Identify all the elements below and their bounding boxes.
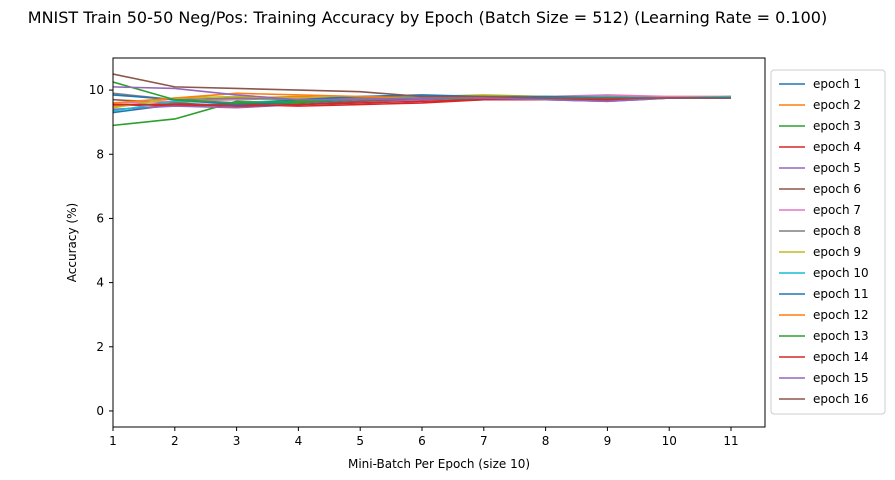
y-tick-label: 10 <box>89 83 104 97</box>
legend-entry-label: epoch 15 <box>813 371 869 385</box>
legend-entry-label: epoch 13 <box>813 329 869 343</box>
x-tick-label: 9 <box>604 434 612 448</box>
x-tick-label: 8 <box>542 434 550 448</box>
legend-entry-label: epoch 9 <box>813 245 861 259</box>
x-tick-label: 7 <box>480 434 488 448</box>
x-tick-label: 11 <box>723 434 738 448</box>
x-tick-label: 3 <box>233 434 241 448</box>
x-tick-label: 1 <box>109 434 117 448</box>
x-axis-label: Mini-Batch Per Epoch (size 10) <box>348 457 530 471</box>
x-tick-label: 4 <box>295 434 303 448</box>
y-tick-label: 6 <box>96 211 104 225</box>
legend-entry-label: epoch 14 <box>813 350 869 364</box>
legend-entry-label: epoch 8 <box>813 224 861 238</box>
plot-frame <box>112 57 766 428</box>
plot-lines <box>113 73 732 127</box>
legend-entry-label: epoch 12 <box>813 308 869 322</box>
legend: epoch 1 epoch 2 epoch 3 epoch 4 epoch 5 epoch… <box>770 69 886 415</box>
x-tick-label: 10 <box>662 434 677 448</box>
legend-entry-label: epoch 10 <box>813 266 869 280</box>
y-tick-label: 4 <box>96 276 104 290</box>
legend-entry-label: epoch 3 <box>813 119 861 133</box>
y-tick-label: 8 <box>96 147 104 161</box>
chart-title: MNIST Train 50-50 Neg/Pos: Training Accu… <box>27 8 828 27</box>
y-tick-label: 0 <box>96 404 104 418</box>
x-tick-label: 6 <box>418 434 426 448</box>
y-axis-label: Accuracy (%) <box>65 203 79 282</box>
series-line-epoch-14 <box>113 97 732 107</box>
legend-entry-label: epoch 2 <box>813 98 861 112</box>
legend-entry-label: epoch 7 <box>813 203 861 217</box>
legend-entry-label: epoch 1 <box>813 77 861 91</box>
x-tick-label: 2 <box>171 434 179 448</box>
series-line-epoch-15 <box>113 86 732 103</box>
legend-box <box>770 69 886 415</box>
y-axis: 0 2 4 6 8 10 <box>89 83 113 418</box>
legend-entry-label: epoch 16 <box>813 392 869 406</box>
legend-entry-label: epoch 6 <box>813 182 861 196</box>
x-tick-label: 5 <box>356 434 364 448</box>
legend-entry-label: epoch 4 <box>813 140 861 154</box>
legend-entry-label: epoch 5 <box>813 161 861 175</box>
legend-entry-label: epoch 11 <box>813 287 869 301</box>
x-axis: 1 2 3 4 5 6 7 8 9 10 11 <box>109 427 739 448</box>
series-line-epoch-16 <box>113 73 732 99</box>
y-tick-label: 2 <box>96 340 104 354</box>
